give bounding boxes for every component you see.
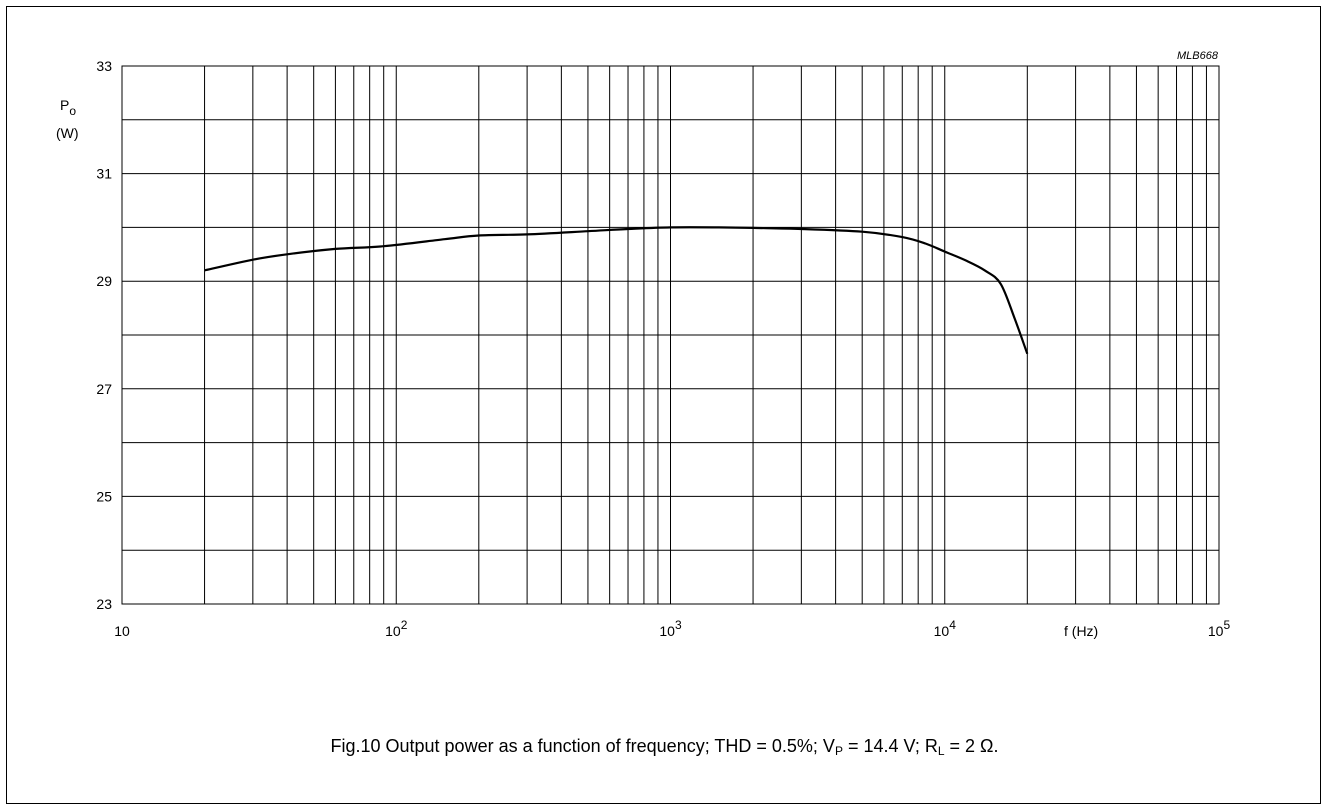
x-tick-label: 103 (659, 618, 682, 639)
figure-frame (6, 6, 1321, 804)
plot-border (121, 65, 1220, 605)
y-tick-label: 29 (96, 273, 112, 289)
x-axis-label: f (Hz) (1064, 623, 1098, 639)
y-tick-label: 25 (96, 488, 112, 504)
y-tick-label: 33 (96, 58, 112, 74)
x-tick-label: 105 (1208, 618, 1231, 639)
y-tick-label: 27 (96, 381, 112, 397)
y-tick-label: 31 (96, 166, 112, 182)
chart-grid (122, 66, 1219, 604)
y-axis-label: Po (60, 97, 76, 118)
tick-labels: 23 25 27 29 31 33 10 102 103 104 105 (96, 58, 1230, 639)
x-tick-label: 102 (385, 618, 408, 639)
y-tick-label: 23 (96, 596, 112, 612)
output-power-series-line (204, 226, 1029, 355)
x-tick-label: 10 (114, 623, 130, 639)
x-tick-label: 104 (934, 618, 957, 639)
y-axis-unit: (W) (56, 125, 79, 141)
figure-caption: Fig.10 Output power as a function of fre… (330, 736, 999, 758)
figure-code: MLB668 (1177, 50, 1219, 62)
